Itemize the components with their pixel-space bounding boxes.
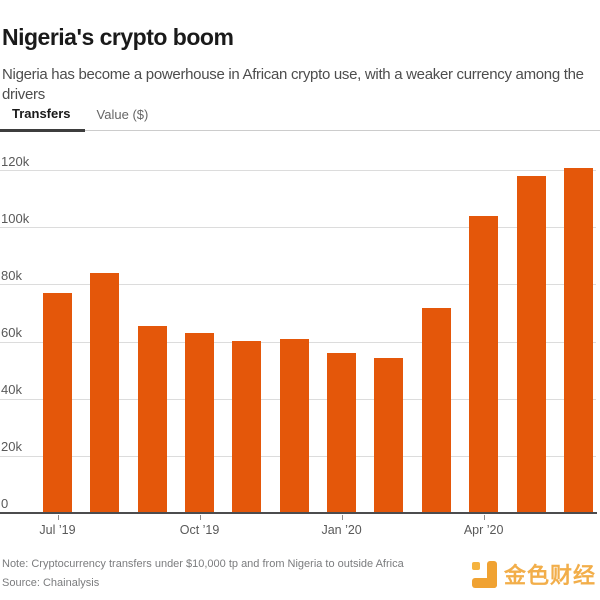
bar — [232, 340, 262, 514]
bar — [43, 293, 72, 514]
x-axis-label: Jan ’20 — [321, 523, 362, 537]
jinse-logo-icon — [471, 560, 497, 588]
footnote-block: Note: Cryptocurrency transfers under $10… — [2, 555, 404, 593]
bar — [469, 216, 499, 514]
logo-j-foot-shape — [471, 577, 497, 588]
gridline — [0, 284, 596, 286]
x-axis-tick — [57, 515, 59, 520]
bar — [327, 353, 357, 514]
y-axis-label: 80k — [1, 267, 22, 283]
tab-bar: Transfers Value ($) — [0, 104, 600, 132]
y-axis-label: 40k — [1, 382, 22, 398]
chart-note: Note: Cryptocurrency transfers under $10… — [2, 558, 404, 570]
tab-transfers[interactable]: Transfers — [0, 104, 85, 132]
x-axis-label: Jul ’19 — [39, 523, 76, 537]
bar — [185, 333, 215, 514]
bar — [563, 167, 593, 514]
y-axis-label: 120k — [1, 153, 30, 169]
bar — [516, 176, 546, 514]
tab-value[interactable]: Value ($) — [96, 107, 149, 122]
y-axis-label: 100k — [1, 210, 30, 226]
jinse-finance-logo: 金色财经 — [471, 558, 596, 590]
bar — [374, 357, 404, 514]
page-title: Nigeria's crypto boom — [2, 24, 234, 51]
bar — [90, 273, 120, 514]
x-axis-label: Apr ’20 — [463, 523, 504, 537]
jinse-logo-text: 金色财经 — [503, 563, 596, 588]
x-axis-tick — [199, 515, 201, 520]
y-axis-label: 0 — [1, 496, 9, 512]
y-axis-label: 20k — [1, 439, 22, 455]
logo-j-vertical-shape — [486, 560, 497, 588]
bar — [279, 339, 309, 514]
x-axis-line — [0, 512, 597, 514]
x-axis-tick — [341, 515, 343, 520]
x-axis-tick — [483, 515, 485, 520]
y-axis-label: 60k — [1, 325, 22, 340]
logo-dot-shape — [471, 561, 480, 570]
chart-source: Source: Chainalysis — [2, 577, 100, 589]
x-axis-label: Oct ’19 — [179, 523, 220, 537]
chart-subtitle: Nigeria has become a powerhouse in Afric… — [2, 66, 584, 103]
gridline — [0, 227, 596, 229]
bar — [421, 307, 451, 514]
gridline — [0, 170, 596, 172]
bar-chart: 0 20k 40k 60k 80k 100k 120k Jul ’19 Oct ’19 Jan ’… — [0, 140, 600, 560]
bar — [137, 326, 167, 514]
